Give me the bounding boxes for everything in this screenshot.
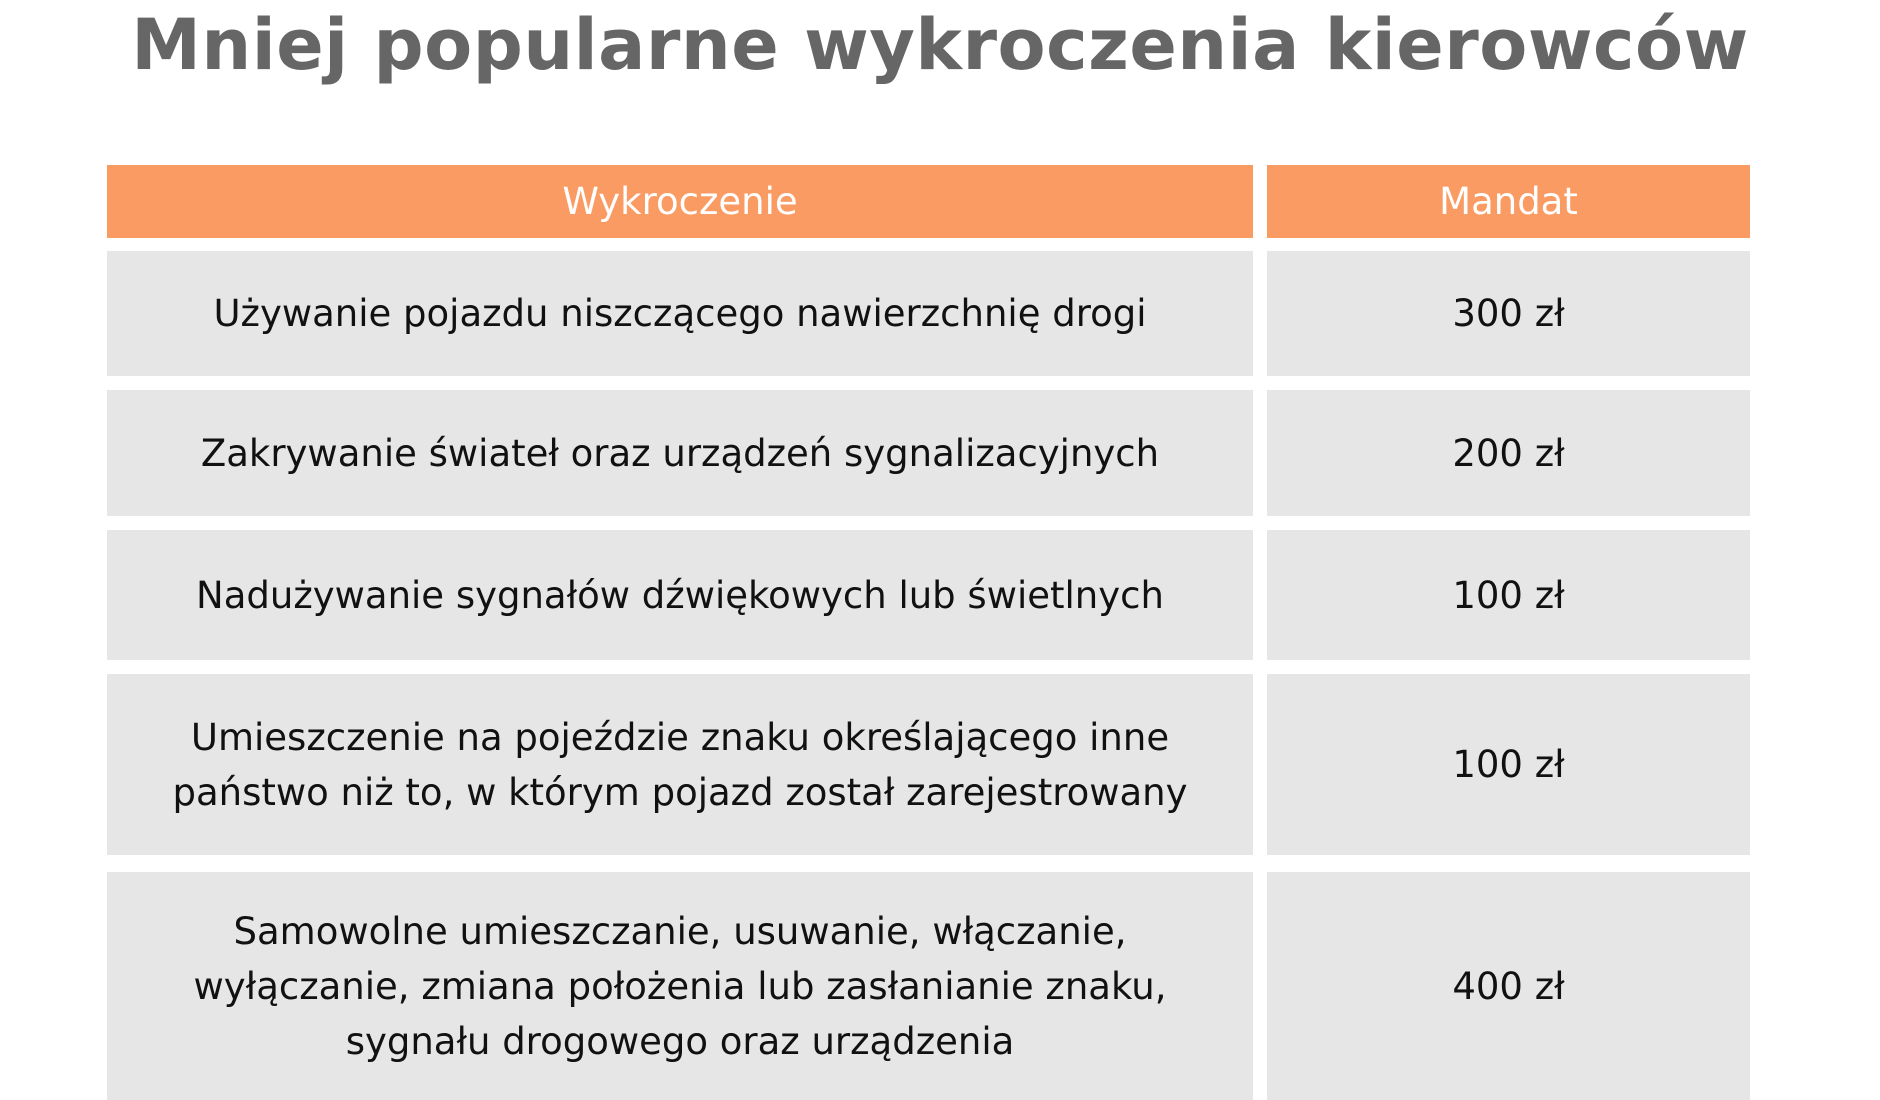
- fine-cell: 100 zł: [1267, 674, 1750, 855]
- fine-cell: 200 zł: [1267, 390, 1750, 516]
- page: {"title": "Mniej popularne wykroczenia k…: [107, 4, 1750, 1100]
- offense-cell: Używanie pojazdu niszczącego nawierzchni…: [107, 251, 1253, 376]
- offense-cell: Nadużywanie sygnałów dźwiękowych lub świ…: [107, 530, 1253, 660]
- header-cell: Mandat: [1267, 165, 1750, 238]
- offense-cell: Samowolne umieszczanie, usuwanie, włącza…: [107, 872, 1253, 1100]
- fine-cell: 400 zł: [1267, 872, 1750, 1100]
- header-cell: Wykroczenie: [107, 165, 1253, 238]
- offense-cell: Zakrywanie świateł oraz urządzeń sygnali…: [107, 390, 1253, 516]
- title: Mniej popularne wykroczenia kierowców: [131, 4, 1749, 86]
- offense-cell: Umieszczenie na pojeździe znaku określaj…: [107, 674, 1253, 855]
- page-body: Mniej popularne wykroczenia kierowców Wy…: [107, 4, 1750, 1100]
- fine-cell: 100 zł: [1267, 530, 1750, 660]
- fine-cell: 300 zł: [1267, 251, 1750, 376]
